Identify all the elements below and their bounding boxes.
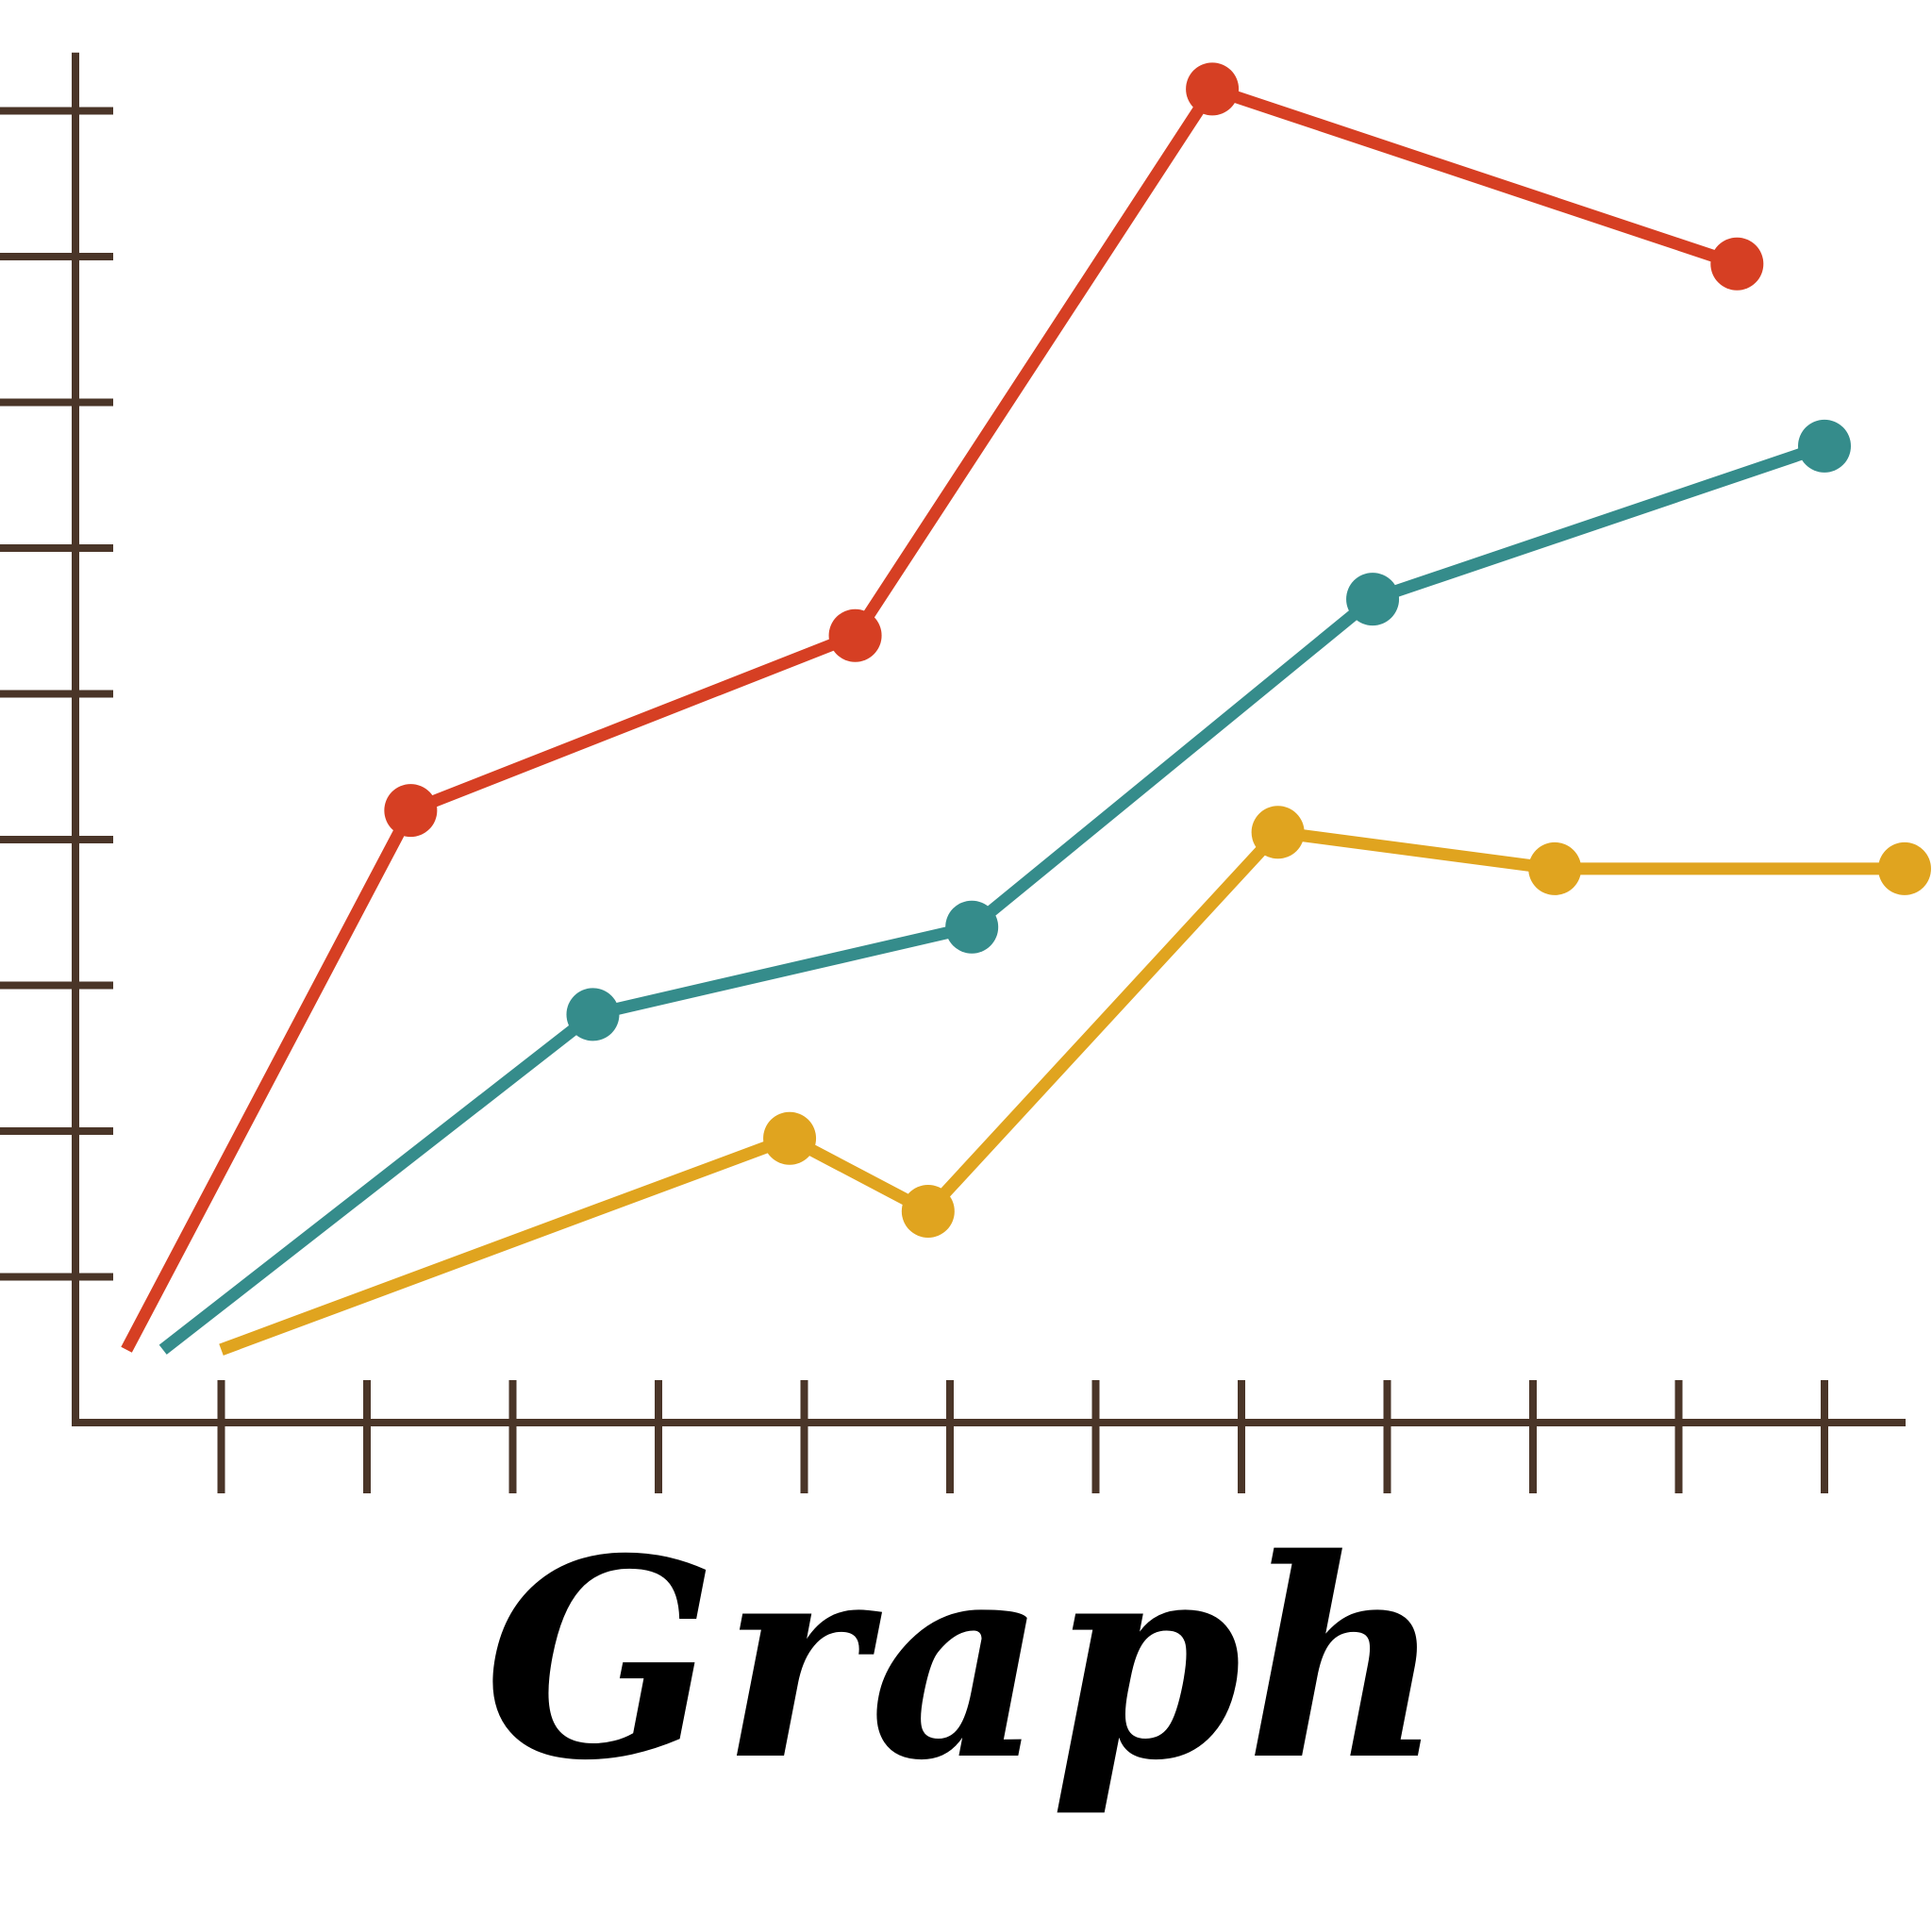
series-1 xyxy=(121,62,1764,1353)
data-point xyxy=(1251,806,1305,859)
series-layer xyxy=(121,62,1931,1356)
data-point xyxy=(828,608,882,662)
series-3 xyxy=(219,806,1931,1356)
data-point xyxy=(945,900,999,954)
axes xyxy=(0,52,1906,1493)
series-line xyxy=(158,440,1827,1355)
data-point xyxy=(384,784,438,838)
data-point xyxy=(763,1111,817,1165)
data-point xyxy=(1528,841,1582,895)
data-point xyxy=(1710,237,1764,291)
data-point xyxy=(1186,62,1240,116)
data-point xyxy=(566,988,620,1041)
series-2 xyxy=(158,419,1851,1355)
series-line xyxy=(121,81,1740,1353)
graph-caption: Graph xyxy=(484,1500,1448,1821)
data-point xyxy=(1798,419,1851,473)
data-point xyxy=(901,1184,955,1238)
data-point xyxy=(1877,841,1931,895)
series-line xyxy=(219,825,1905,1356)
data-point xyxy=(1346,573,1400,626)
